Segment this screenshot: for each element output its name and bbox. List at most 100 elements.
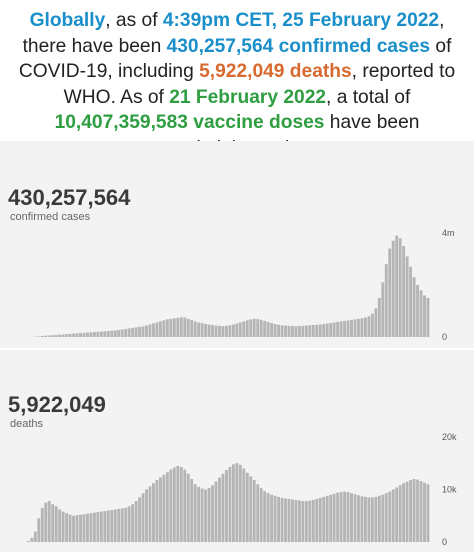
chart-bar <box>277 496 280 542</box>
chart-bar <box>294 326 298 337</box>
chart-bar <box>75 515 79 542</box>
chart-bar <box>259 487 263 543</box>
chart-bar <box>409 266 413 337</box>
chart-bar <box>419 290 423 337</box>
chart-bar <box>211 485 214 542</box>
chart-bar <box>186 473 190 542</box>
chart-bar <box>353 494 357 542</box>
chart-bar <box>315 498 319 542</box>
chart-bar <box>138 326 142 337</box>
summary-globally[interactable]: Globally <box>29 10 106 31</box>
chart-bar <box>47 501 51 542</box>
chart-bar <box>238 464 242 542</box>
chart-bar <box>207 487 211 543</box>
chart-bar <box>311 500 315 542</box>
chart-bar <box>426 484 430 542</box>
chart-bar <box>301 325 305 337</box>
chart-bar <box>58 509 62 542</box>
chart-bar <box>218 477 221 542</box>
chart-bar <box>58 334 62 337</box>
chart-bar <box>322 496 326 542</box>
chart-bar <box>169 318 173 337</box>
chart-bar <box>117 508 121 543</box>
chart-bar <box>235 463 239 542</box>
chart-bar <box>291 499 294 542</box>
chart-bar <box>284 498 287 542</box>
chart-bar <box>287 325 291 337</box>
chart-bar <box>152 483 155 542</box>
chart-bar <box>225 470 228 542</box>
chart-bar <box>423 482 426 542</box>
summary-text-part: of COVID-19, including <box>18 35 452 83</box>
chart-bar <box>190 320 194 337</box>
summary-confirmed-cases: 430,257,564 confirmed cases <box>166 35 431 57</box>
chart-bar <box>350 493 353 543</box>
chart-bar <box>308 500 312 543</box>
chart-bar <box>238 322 242 337</box>
chart-bar <box>193 321 197 337</box>
chart-bar <box>360 318 364 337</box>
chart-bar <box>162 320 166 337</box>
chart-bar <box>402 483 406 542</box>
y-tick-label: 20k <box>442 432 457 442</box>
summary-text-part: , as of <box>105 10 163 31</box>
chart-bar <box>214 325 218 337</box>
chart-bar <box>322 324 326 337</box>
chart-bar <box>367 497 371 543</box>
chart-bar <box>384 493 388 543</box>
summary-deaths: 5,922,049 deaths <box>199 61 352 83</box>
chart-bar <box>145 325 148 337</box>
chart-bar <box>245 472 249 542</box>
deaths-panel: 5,922,049 deaths 20k 10k 0 <box>0 350 474 552</box>
chart-bar <box>270 494 274 542</box>
chart-bar <box>124 507 128 543</box>
chart-bar <box>395 487 399 542</box>
summary-vaccine-doses: 10,407,359,583 vaccine doses <box>54 112 325 134</box>
chart-bar <box>86 332 89 337</box>
chart-bar <box>96 331 100 337</box>
chart-bar <box>92 332 96 337</box>
chart-bar <box>273 324 277 337</box>
summary-text-part: , reported to WHO. As of <box>63 61 456 108</box>
chart-bar <box>409 480 413 542</box>
summary-text-part: , a total of <box>326 86 411 108</box>
chart-bar <box>141 326 145 337</box>
chart-bar <box>402 246 406 337</box>
chart-bar <box>329 322 333 337</box>
chart-bar <box>270 322 274 337</box>
chart-bar <box>152 323 155 337</box>
chart-bar <box>266 321 270 337</box>
chart-bar <box>291 326 294 337</box>
chart-bar <box>339 492 343 543</box>
chart-bar <box>287 498 291 542</box>
chart-bar <box>131 504 135 542</box>
chart-bar <box>103 331 107 337</box>
chart-bar <box>51 504 55 542</box>
chart-bar <box>200 323 204 337</box>
chart-bar <box>75 333 79 337</box>
chart-bar <box>40 335 44 337</box>
chart-bar <box>37 518 41 543</box>
chart-bar <box>117 329 121 337</box>
chart-bar <box>165 472 169 542</box>
chart-bar <box>367 316 371 337</box>
deaths-label: deaths <box>10 418 44 430</box>
chart-bar <box>391 240 395 337</box>
chart-bar <box>204 489 208 542</box>
chart-bar <box>124 328 128 337</box>
chart-bar <box>416 285 419 337</box>
chart-bar <box>179 317 183 337</box>
chart-bar <box>138 497 142 543</box>
chart-bar <box>82 514 86 543</box>
chart-bar <box>30 537 34 542</box>
chart-bar <box>370 313 374 337</box>
chart-bar <box>86 513 89 542</box>
chart-bar <box>65 334 69 337</box>
chart-bar <box>301 501 305 542</box>
chart-bar <box>82 332 86 337</box>
chart-bar <box>172 318 176 337</box>
chart-bar <box>412 277 416 337</box>
chart-bar <box>99 331 103 337</box>
chart-bar <box>197 322 201 337</box>
chart-bar <box>360 496 364 542</box>
